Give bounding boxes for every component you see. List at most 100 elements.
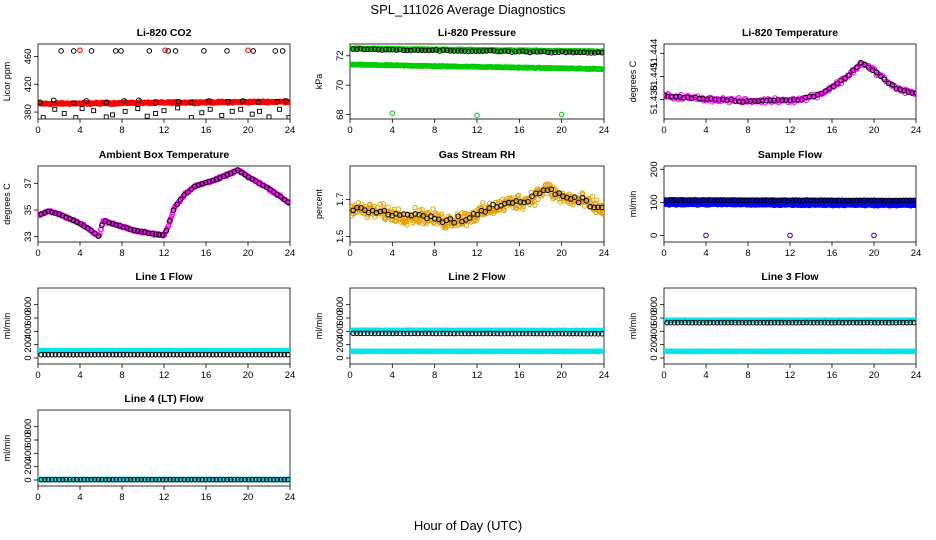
data-point <box>724 97 730 104</box>
data-point <box>601 66 604 72</box>
data-point <box>832 197 839 204</box>
data-point <box>519 48 526 54</box>
x-tick-label: 0 <box>661 248 666 259</box>
data-point <box>873 69 880 76</box>
data-point <box>61 110 67 116</box>
x-tick-label: 16 <box>514 370 525 381</box>
data-point <box>818 197 824 203</box>
data-point <box>277 193 284 200</box>
data-point <box>250 48 257 54</box>
series-2 <box>350 46 604 56</box>
data-point <box>834 80 841 87</box>
data-point <box>532 202 538 208</box>
data-point <box>286 115 290 119</box>
x-tick-label: 20 <box>556 248 567 259</box>
x-tick-label: 8 <box>119 125 124 136</box>
data-point <box>728 197 735 203</box>
data-point <box>159 351 166 358</box>
data-point <box>229 108 235 114</box>
x-tick-label: 20 <box>556 125 567 136</box>
data-point <box>91 351 98 358</box>
data-point <box>274 98 281 105</box>
y-tick-label: 51.441 <box>649 62 660 91</box>
data-point <box>199 110 205 116</box>
data-point <box>170 351 177 358</box>
data-point <box>447 216 454 222</box>
data-point <box>231 168 238 175</box>
data-point <box>152 231 159 238</box>
data-point <box>202 179 209 186</box>
data-point <box>270 188 277 195</box>
data-point <box>207 106 213 112</box>
data-point <box>537 48 544 55</box>
x-tick-label: 0 <box>35 125 40 136</box>
data-point <box>393 47 400 53</box>
data-point <box>864 197 871 204</box>
data-point <box>77 351 84 358</box>
data-point <box>599 204 604 211</box>
data-point <box>558 111 565 118</box>
series-3 <box>389 110 565 119</box>
data-layer <box>38 347 290 358</box>
data-point <box>469 48 475 54</box>
data-point <box>692 197 699 203</box>
data-point <box>580 191 586 198</box>
data-point <box>806 93 813 100</box>
x-tick-label: 12 <box>472 125 483 136</box>
data-point <box>893 86 900 92</box>
data-point <box>667 197 674 203</box>
x-tick-label: 12 <box>785 125 796 136</box>
data-point <box>909 90 915 96</box>
data-point <box>195 351 202 358</box>
data-point <box>775 197 781 204</box>
data-point <box>238 351 245 358</box>
x-tick-label: 0 <box>347 125 352 136</box>
x-tick-label: 20 <box>243 248 254 259</box>
data-point <box>671 197 678 203</box>
data-point <box>91 230 98 237</box>
data-point <box>103 99 110 106</box>
data-point <box>871 197 878 204</box>
data-point <box>689 197 695 203</box>
data-point <box>736 98 742 105</box>
data-point <box>174 351 180 358</box>
data-point <box>480 48 486 54</box>
data-point <box>225 98 231 105</box>
y-tick-label: 70 <box>335 80 346 91</box>
data-point <box>272 48 279 54</box>
data-point <box>836 197 842 204</box>
y-tick-label: 200 <box>335 337 346 353</box>
data-point <box>846 197 853 204</box>
data-point <box>361 46 367 53</box>
data-point <box>583 197 590 204</box>
data-point <box>700 197 706 203</box>
data-point <box>357 46 364 52</box>
data-point <box>372 46 378 53</box>
data-point <box>566 49 573 55</box>
y-tick-label: 600 <box>23 310 34 326</box>
data-point <box>779 97 785 103</box>
data-layer <box>664 59 916 106</box>
x-tick-label: 12 <box>159 125 170 136</box>
data-point <box>257 108 262 114</box>
data-point <box>127 351 134 358</box>
y-tick-label: 100 <box>649 194 660 210</box>
data-point <box>505 199 512 206</box>
y-tick-label: 800 <box>23 297 34 313</box>
data-point <box>571 194 578 201</box>
data-layer <box>350 181 604 231</box>
data-point <box>91 108 97 114</box>
data-point <box>249 351 255 358</box>
series-1 <box>38 351 290 358</box>
data-point <box>354 204 360 211</box>
data-point <box>563 49 569 56</box>
data-point <box>350 46 356 52</box>
data-point <box>746 197 753 203</box>
data-point <box>249 111 255 117</box>
data-point <box>426 47 432 54</box>
series-2 <box>58 48 286 54</box>
x-tick-label: 8 <box>119 370 124 381</box>
data-point <box>768 197 774 203</box>
series-0 <box>38 98 290 108</box>
